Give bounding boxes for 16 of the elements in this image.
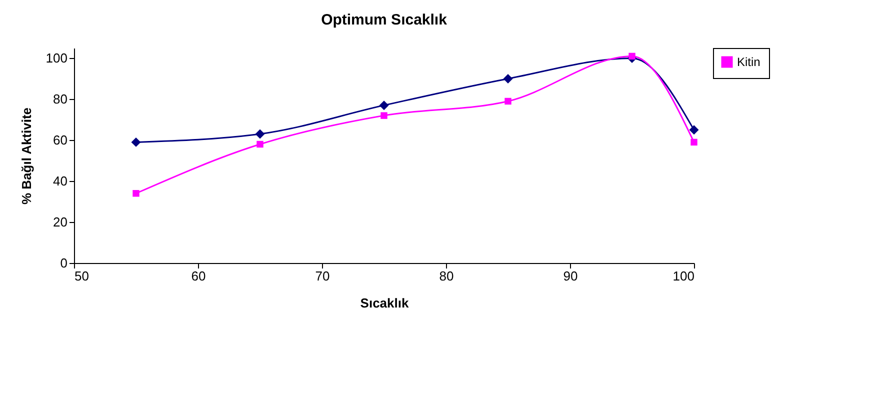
x-axis-title: Sıcaklık bbox=[360, 296, 410, 310]
chart-title: Optimum Sıcaklık bbox=[321, 12, 448, 28]
y-axis-title: % Bağıl Aktivite bbox=[18, 107, 34, 205]
y-tick-label: 80 bbox=[53, 92, 68, 107]
x-tick-label: 70 bbox=[315, 268, 330, 284]
x-tick-label: 50 bbox=[74, 268, 89, 284]
x-tick-label: 60 bbox=[191, 268, 206, 284]
y-tick-label: 60 bbox=[53, 132, 68, 148]
y-tick-label: 40 bbox=[53, 174, 68, 189]
x-tick-label: 80 bbox=[439, 268, 454, 284]
x-tick-label: 90 bbox=[563, 268, 578, 284]
x-tick-label: 100 bbox=[672, 268, 694, 284]
y-tick-label: 20 bbox=[53, 214, 68, 230]
legend-label: Kitin bbox=[737, 55, 760, 69]
y-tick-label: 0 bbox=[60, 256, 68, 270]
y-tick-label: 100 bbox=[46, 50, 68, 66]
